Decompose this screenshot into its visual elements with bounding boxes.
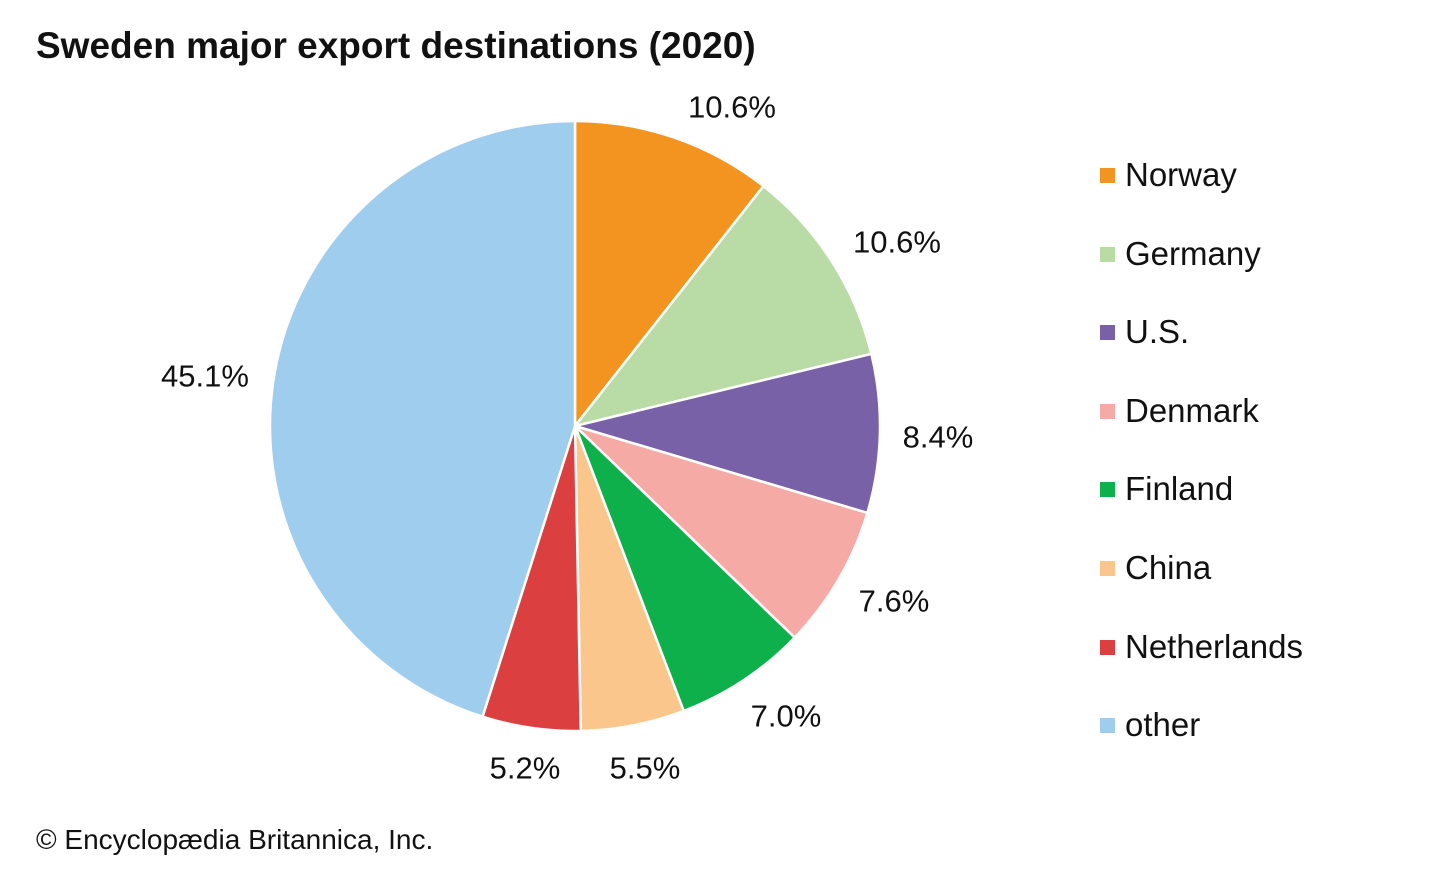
data-label-netherlands: 5.2% xyxy=(490,751,561,786)
legend-swatch-netherlands xyxy=(1100,639,1115,655)
pie-slice-finland xyxy=(573,424,796,713)
legend-item-china: China xyxy=(1100,549,1303,628)
legend-item-u-s: U.S. xyxy=(1100,313,1303,392)
legend-swatch-germany xyxy=(1100,246,1115,262)
chart-title: Sweden major export destinations (2020) xyxy=(36,25,756,66)
copyright-credit: © Encyclopædia Britannica, Inc. xyxy=(36,824,434,855)
pie-slices xyxy=(268,119,882,733)
legend-label-norway: Norway xyxy=(1125,156,1237,193)
legend-label-denmark: Denmark xyxy=(1125,391,1259,429)
legend-item-norway: Norway xyxy=(1100,156,1303,235)
pie-slice-germany xyxy=(573,184,873,428)
legend-item-netherlands: Netherlands xyxy=(1100,628,1303,707)
legend-swatch-u-s xyxy=(1100,325,1115,341)
data-label-denmark: 7.6% xyxy=(859,584,930,619)
legend-label-germany: Germany xyxy=(1125,234,1261,272)
legend-swatch-denmark xyxy=(1100,403,1115,419)
legend-swatch-norway xyxy=(1100,168,1115,183)
legend: Norway Germany U.S. Denmark Finland China Neth… xyxy=(1100,156,1303,785)
data-label-china: 5.5% xyxy=(610,751,681,786)
data-label-germany: 10.6% xyxy=(853,225,941,260)
data-label-other: 45.1% xyxy=(161,359,249,394)
legend-item-finland: Finland xyxy=(1100,470,1303,549)
legend-label-finland: Finland xyxy=(1125,470,1234,508)
pie-slice-u-s xyxy=(573,352,882,515)
data-label-u-s: 8.4% xyxy=(903,420,974,455)
legend-swatch-finland xyxy=(1100,482,1115,498)
pie-slice-other xyxy=(268,119,577,718)
legend-label-u-s: U.S. xyxy=(1125,313,1190,351)
legend-label-netherlands: Netherlands xyxy=(1125,627,1303,665)
legend-swatch-china xyxy=(1100,560,1115,576)
legend-item-germany: Germany xyxy=(1100,235,1303,314)
data-label-finland: 7.0% xyxy=(751,699,822,734)
pie-data-labels: 10.6% 10.6% 8.4% 7.6% 7.0% 5.5% 5.2% 45.1% xyxy=(161,90,973,786)
pie-slice-denmark xyxy=(573,424,869,639)
legend-item-denmark: Denmark xyxy=(1100,392,1303,471)
data-label-norway: 10.6% xyxy=(688,90,776,125)
legend-label-other: other xyxy=(1125,706,1201,744)
pie-slice-norway xyxy=(573,119,765,428)
legend-swatch-other xyxy=(1100,718,1115,734)
legend-item-other: other xyxy=(1100,706,1303,785)
legend-label-china: China xyxy=(1125,548,1212,586)
